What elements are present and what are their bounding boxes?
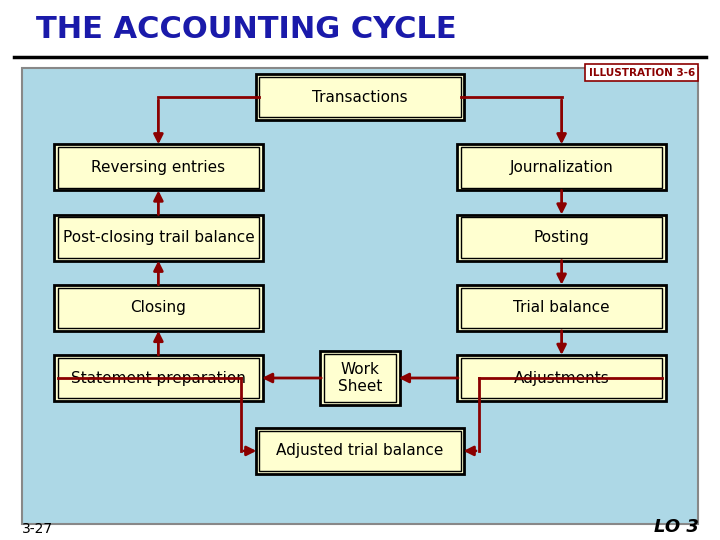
Text: Adjusted trial balance: Adjusted trial balance [276, 443, 444, 458]
FancyBboxPatch shape [256, 75, 464, 120]
FancyBboxPatch shape [54, 355, 263, 401]
FancyBboxPatch shape [58, 357, 259, 399]
FancyBboxPatch shape [58, 147, 259, 188]
Text: Post-closing trail balance: Post-closing trail balance [63, 230, 254, 245]
Text: Closing: Closing [130, 300, 186, 315]
FancyBboxPatch shape [457, 214, 666, 260]
Text: 3-27: 3-27 [22, 522, 53, 536]
Text: Journalization: Journalization [510, 160, 613, 175]
Text: Transactions: Transactions [312, 90, 408, 105]
FancyBboxPatch shape [58, 217, 259, 258]
Text: ILLUSTRATION 3-6: ILLUSTRATION 3-6 [588, 68, 695, 78]
FancyBboxPatch shape [320, 351, 400, 405]
Text: Reversing entries: Reversing entries [91, 160, 225, 175]
Text: Posting: Posting [534, 230, 590, 245]
Text: Statement preparation: Statement preparation [71, 370, 246, 386]
FancyBboxPatch shape [457, 145, 666, 191]
FancyBboxPatch shape [256, 428, 464, 474]
FancyBboxPatch shape [54, 285, 263, 330]
FancyBboxPatch shape [22, 68, 698, 524]
Text: Adjustments: Adjustments [514, 370, 609, 386]
FancyBboxPatch shape [58, 287, 259, 328]
FancyBboxPatch shape [324, 354, 396, 402]
FancyBboxPatch shape [461, 217, 662, 258]
FancyBboxPatch shape [461, 287, 662, 328]
FancyBboxPatch shape [259, 431, 461, 471]
FancyBboxPatch shape [54, 214, 263, 260]
FancyBboxPatch shape [54, 145, 263, 191]
Text: Trial balance: Trial balance [513, 300, 610, 315]
FancyBboxPatch shape [457, 355, 666, 401]
FancyBboxPatch shape [457, 285, 666, 330]
Text: Work
Sheet: Work Sheet [338, 362, 382, 394]
FancyBboxPatch shape [461, 357, 662, 399]
FancyBboxPatch shape [461, 147, 662, 188]
FancyBboxPatch shape [259, 77, 461, 117]
Text: THE ACCOUNTING CYCLE: THE ACCOUNTING CYCLE [36, 15, 456, 44]
Text: LO 3: LO 3 [654, 518, 698, 536]
